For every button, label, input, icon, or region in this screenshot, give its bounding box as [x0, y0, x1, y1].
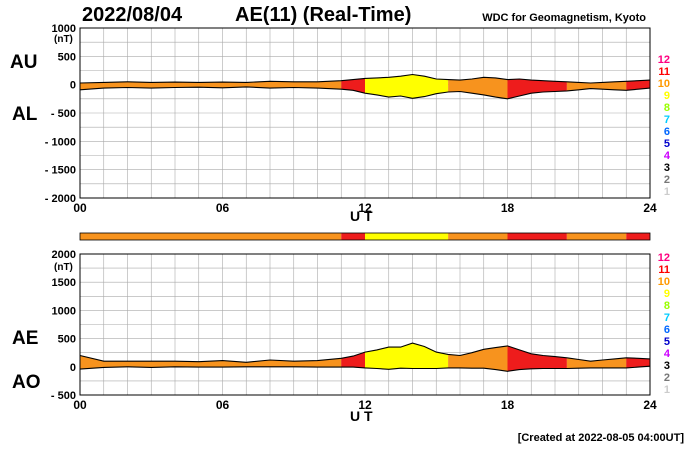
color-scale-bottom: 12 11 10 9 8 7 6 5 4 3 2 1	[650, 252, 670, 396]
series-line-al	[79, 86, 651, 100]
scale-level-2: 2	[663, 372, 670, 384]
strip-segment	[626, 233, 650, 240]
activity-strip	[79, 232, 651, 241]
y-tick-label: - 1000	[45, 136, 76, 148]
activity-band-9	[365, 343, 449, 370]
x-tick-label: 24	[643, 398, 657, 412]
scale-level-9: 9	[663, 90, 670, 102]
plot-frame	[79, 27, 651, 199]
scale-level-10: 10	[657, 276, 670, 288]
al-label: AL	[12, 104, 38, 125]
x-tick-label: 12	[358, 398, 372, 412]
activity-band-11	[507, 345, 567, 372]
strip-frame	[79, 232, 651, 241]
y-tick-label: 0	[70, 362, 76, 374]
scale-level-12: 12	[657, 252, 670, 264]
x-tick-label: 12	[358, 201, 372, 215]
y-tick-label: - 2000	[45, 193, 76, 205]
activity-band-9	[365, 74, 449, 99]
date-label: 2022/08/04	[82, 4, 183, 26]
y-tick-label: - 500	[51, 390, 76, 402]
scale-level-8: 8	[663, 300, 670, 312]
scale-level-1: 1	[663, 186, 670, 198]
x-tick-label: 00	[73, 201, 87, 215]
activity-band-10	[448, 77, 508, 99]
y-tick-label: 500	[58, 51, 76, 63]
strip-segment	[80, 233, 342, 240]
y-tick-label: 0	[70, 80, 76, 92]
scale-level-3: 3	[663, 360, 670, 372]
y-tick-label: 500	[58, 334, 76, 346]
strip-segment	[341, 233, 365, 240]
y-tick-label: 1000	[52, 305, 76, 317]
series-line-ao	[79, 365, 651, 372]
created-timestamp: [Created at 2022-08-05 04:00UT]	[517, 432, 684, 444]
scale-level-2: 2	[663, 174, 670, 186]
scale-level-5: 5	[663, 336, 670, 348]
series-line-au	[79, 73, 651, 84]
x-tick-label: 06	[216, 398, 230, 412]
color-scale-top: 12 11 10 9 8 7 6 5 4 3 2 1	[650, 54, 670, 198]
scale-level-9: 9	[663, 288, 670, 300]
activity-band-10	[80, 355, 342, 370]
scale-level-10: 10	[657, 78, 670, 90]
strip-segment	[566, 233, 627, 240]
au-label: AU	[10, 52, 38, 73]
scale-level-1: 1	[663, 384, 670, 396]
ao-label: AO	[12, 372, 41, 393]
unit-label-top: (nT)	[54, 34, 73, 45]
x-tick-label: 18	[501, 201, 515, 215]
x-tick-label: 18	[501, 398, 515, 412]
x-tick-label: 06	[216, 201, 230, 215]
scale-level-6: 6	[663, 324, 670, 336]
scale-level-5: 5	[663, 138, 670, 150]
y-tick-label: 1500	[52, 277, 76, 289]
credit-label: WDC for Geomagnetism, Kyoto	[482, 12, 646, 24]
strip-segment	[448, 233, 508, 240]
x-tick-label: 00	[73, 398, 87, 412]
plot-frame	[79, 253, 651, 396]
series-line-ae	[79, 342, 651, 363]
y-tick-label: 2000	[52, 249, 76, 261]
strip-segment	[365, 233, 449, 240]
activity-band-11	[507, 79, 567, 99]
scale-level-4: 4	[663, 348, 670, 360]
chart-title: AE(11) (Real-Time)	[235, 4, 412, 26]
scale-level-8: 8	[663, 102, 670, 114]
scale-level-7: 7	[663, 114, 670, 126]
activity-band-10	[566, 81, 627, 91]
activity-band-10	[448, 345, 508, 372]
unit-label-bottom: (nT)	[54, 262, 73, 273]
scale-level-7: 7	[663, 312, 670, 324]
ae-label: AE	[12, 328, 39, 349]
strip-segment	[507, 233, 567, 240]
scale-level-11: 11	[658, 66, 670, 78]
scale-level-3: 3	[663, 162, 670, 174]
scale-level-11: 11	[658, 264, 670, 276]
x-axis-label-top: U T	[350, 208, 373, 224]
y-tick-label: - 500	[51, 108, 76, 120]
activity-band-11	[341, 352, 365, 368]
scale-level-12: 12	[657, 54, 670, 66]
x-axis-label-bottom: U T	[350, 408, 373, 424]
y-tick-label: - 1500	[45, 165, 76, 177]
scale-level-6: 6	[663, 126, 670, 138]
activity-band-11	[626, 357, 650, 368]
x-tick-label: 24	[643, 201, 657, 215]
y-tick-label: 1000	[52, 23, 76, 35]
activity-band-11	[626, 80, 650, 91]
scale-level-4: 4	[663, 150, 670, 162]
